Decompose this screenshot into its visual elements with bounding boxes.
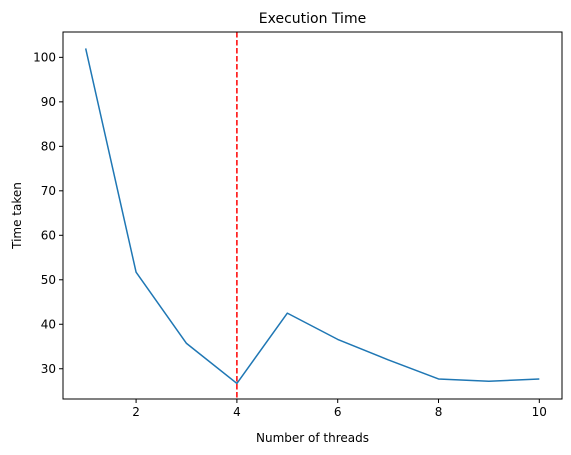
y-tick-label: 100 [33, 50, 56, 64]
y-tick-label: 40 [41, 317, 56, 331]
y-tick-label: 50 [41, 273, 56, 287]
plot-area [63, 32, 562, 399]
x-tick-label: 8 [435, 405, 443, 419]
x-ticks: 2 4 6 8 10 [132, 399, 547, 419]
series-line [84, 48, 540, 385]
x-tick-label: 6 [334, 405, 342, 419]
chart-title: Execution Time [259, 11, 366, 27]
plot-frame [62, 31, 563, 400]
x-tick-label: 10 [532, 405, 547, 419]
y-tick-label: 30 [41, 362, 56, 376]
x-tick-label: 2 [132, 405, 140, 419]
x-axis-label: Number of threads [256, 431, 369, 445]
y-tick-label: 90 [41, 95, 56, 109]
series-layer [84, 48, 540, 385]
x-tick-label: 4 [233, 405, 241, 419]
y-tick-label: 70 [41, 184, 56, 198]
y-tick-label: 60 [41, 228, 56, 242]
y-tick-label: 80 [41, 139, 56, 153]
y-axis-label: Time taken [10, 182, 24, 250]
y-ticks: 30 40 50 60 70 80 90 100 [33, 50, 63, 376]
